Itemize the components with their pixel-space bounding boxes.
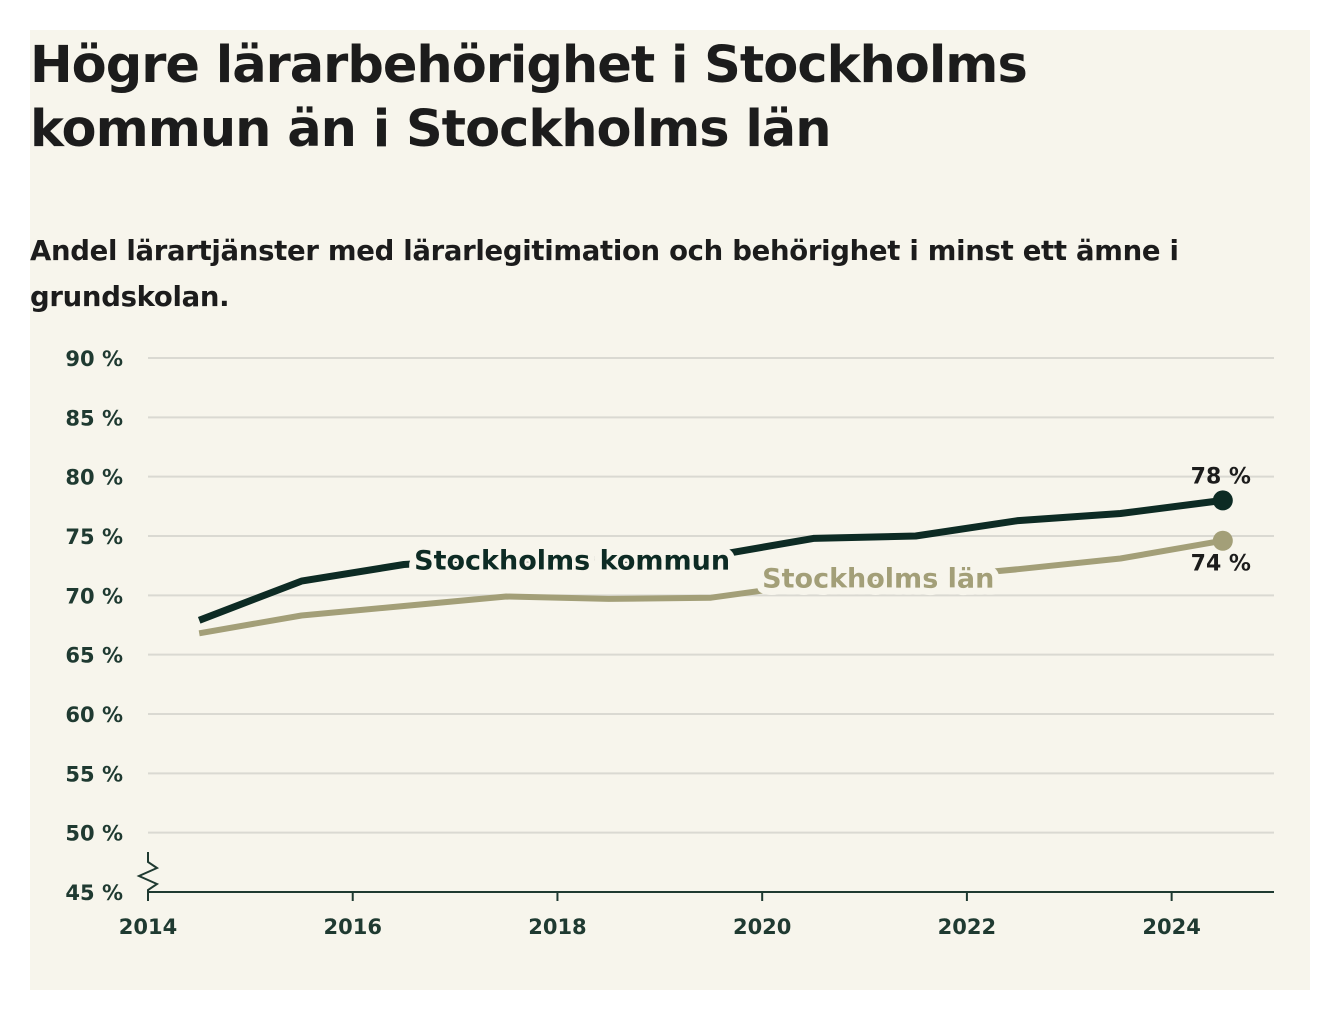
y-tick-label: 75 %	[65, 525, 123, 549]
y-tick-label: 55 %	[65, 762, 123, 786]
series-lines	[197, 490, 1233, 637]
x-tick-label: 2014	[119, 915, 177, 939]
chart-title: Högre lärarbehörighet i Stockholms kommu…	[30, 36, 1028, 159]
x-tick-label: 2016	[324, 915, 382, 939]
line-chart: 45 % 50 % 55 % 60 % 65 % 70 % 75 % 80 % 85 % 90 %…	[65, 347, 1274, 939]
y-tick-label: 85 %	[65, 406, 123, 430]
x-tick-label: 2018	[528, 915, 586, 939]
y-tick-label: 50 %	[65, 822, 123, 846]
y-tick-label: 60 %	[65, 703, 123, 727]
y-tick-label: 90 %	[65, 347, 123, 371]
series-endpoint	[1212, 490, 1233, 511]
end-value-label: 74 %	[1191, 552, 1251, 577]
x-tick-label: 2024	[1142, 915, 1200, 939]
y-tick-label: 70 %	[65, 584, 123, 608]
y-tick-label: 45 %	[65, 881, 123, 905]
series-name-label: Stockholms län	[762, 564, 994, 595]
x-tick-label: 2022	[938, 915, 996, 939]
y-axis: 45 % 50 % 55 % 60 % 65 % 70 % 75 % 80 % 85 % 90 %	[65, 347, 123, 905]
series-labels: Stockholms kommun Stockholms län 78 % 74 %	[407, 464, 1251, 601]
series-line	[197, 496, 1224, 624]
chart-card: Högre lärarbehörighet i Stockholms kommu…	[30, 30, 1310, 990]
y-tick-label: 80 %	[65, 466, 123, 490]
x-tick-label: 2020	[733, 915, 791, 939]
series-line	[198, 537, 1224, 637]
end-value-label: 78 %	[1191, 464, 1251, 489]
y-tick-label: 65 %	[65, 644, 123, 668]
axis-break-icon	[136, 852, 160, 892]
chart-subtitle: Andel lärartjänster med lärarlegitimatio…	[30, 235, 1179, 313]
series-endpoint	[1212, 530, 1233, 551]
x-axis: 2014 2016 2018 2020 2022 2024	[119, 852, 1274, 939]
series-name-label: Stockholms kommun	[414, 546, 730, 577]
